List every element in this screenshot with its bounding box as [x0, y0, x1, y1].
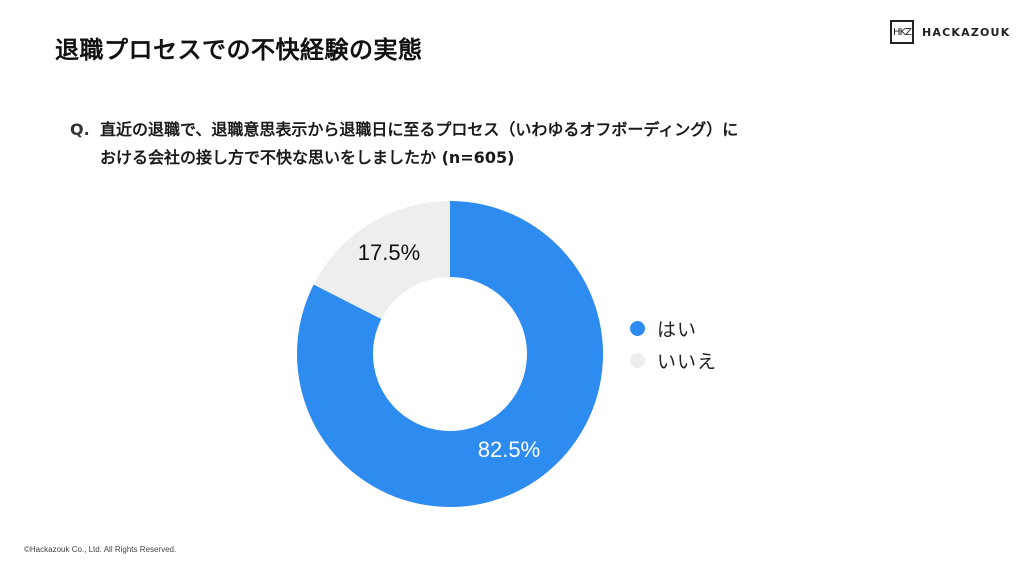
slice-yes: [296, 201, 603, 507]
chart-legend: はい いいえ: [630, 312, 717, 376]
question-line-1: 直近の退職で、退職意思表示から退職日に至るプロセス（いわゆるオフボーディング）に: [100, 120, 739, 139]
legend-item-yes: はい: [630, 312, 717, 344]
legend-label-no: いいえ: [657, 350, 718, 373]
question-line-2: おける会社の接し方で不快な思いをしましたか (n=605): [100, 148, 515, 167]
legend-swatch-yes-icon: [630, 320, 645, 336]
copyright-footer: ©Hackazouk Co., Ltd. All Rights Reserved…: [24, 545, 177, 554]
brand-logo: HKZ HACKAZOUK: [890, 20, 1010, 44]
logo-mark-icon: HKZ: [890, 20, 914, 44]
legend-swatch-no-icon: [630, 352, 645, 368]
logo-text: HACKAZOUK: [922, 25, 1011, 39]
page-title: 退職プロセスでの不快経験の実態: [55, 36, 423, 64]
question-prefix: Q.: [70, 120, 90, 139]
slice-no-label: 17.5%: [358, 240, 420, 265]
legend-label-yes: はい: [657, 318, 698, 341]
legend-item-no: いいえ: [630, 344, 717, 376]
slice-yes-label: 82.5%: [478, 437, 540, 462]
slice-no: [313, 201, 450, 320]
survey-question: Q. 直近の退職で、退職意思表示から退職日に至るプロセス（いわゆるオフボーディン…: [70, 116, 738, 172]
